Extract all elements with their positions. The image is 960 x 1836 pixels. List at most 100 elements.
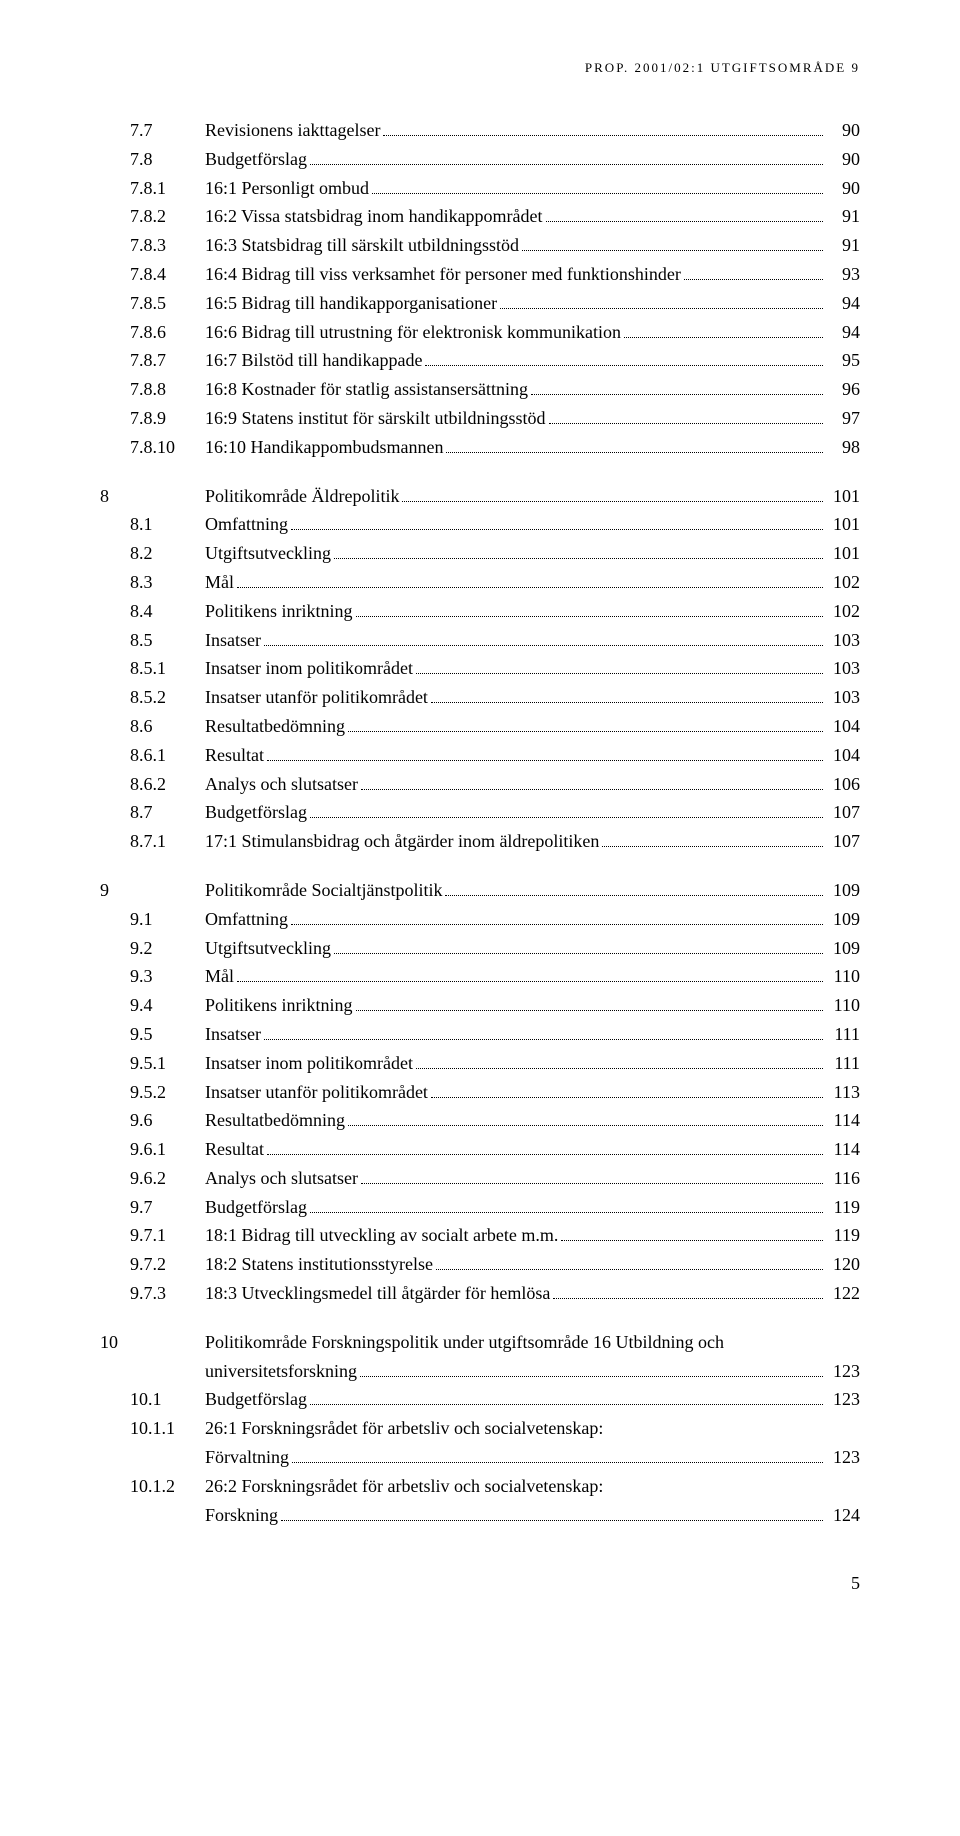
toc-page: 104 <box>826 741 860 770</box>
toc-title: Budgetförslag <box>205 1385 307 1414</box>
toc-page: 110 <box>826 991 860 1020</box>
toc-page: 103 <box>826 626 860 655</box>
toc-chapter-number: 8 <box>100 482 130 511</box>
toc-title: Omfattning <box>205 905 288 934</box>
toc-section-number: 8.6.1 <box>130 741 205 770</box>
toc-title: 16:4 Bidrag till viss verksamhet för per… <box>205 260 681 289</box>
toc-title: Insatser <box>205 626 261 655</box>
toc-title: Resultatbedömning <box>205 1106 345 1135</box>
toc-leader <box>356 994 823 1011</box>
toc-page: 102 <box>826 568 860 597</box>
toc-title: Politikområde Forskningspolitik under ut… <box>205 1328 724 1357</box>
toc-page: 101 <box>826 510 860 539</box>
toc-section-number: 9.2 <box>130 934 205 963</box>
toc-leader <box>602 830 823 847</box>
toc-section-number: 9.7.2 <box>130 1250 205 1279</box>
toc-page: 109 <box>826 876 860 905</box>
toc-title: Budgetförslag <box>205 145 307 174</box>
toc-page: 107 <box>826 827 860 856</box>
toc-leader <box>684 263 823 280</box>
toc-row: 7.8.316:3 Statsbidrag till särskilt utbi… <box>100 231 860 260</box>
toc-chapter-number: 9 <box>100 876 130 905</box>
toc-chapter-number: 10 <box>100 1328 130 1357</box>
toc-row: 9.7.218:2 Statens institutionsstyrelse12… <box>100 1250 860 1279</box>
page-number: 5 <box>100 1573 860 1594</box>
toc-title: Politikområde Socialtjänstpolitik <box>205 876 442 905</box>
toc-leader <box>334 936 823 953</box>
toc-row: 7.8.416:4 Bidrag till viss verksamhet fö… <box>100 260 860 289</box>
toc-section-number: 8.3 <box>130 568 205 597</box>
toc-leader <box>531 378 823 395</box>
toc-title: 16:6 Bidrag till utrustning för elektron… <box>205 318 621 347</box>
toc-leader <box>546 205 823 222</box>
toc-leader <box>348 715 823 732</box>
toc-section-number: 7.8.2 <box>130 202 205 231</box>
toc-title: 18:2 Statens institutionsstyrelse <box>205 1250 433 1279</box>
toc-leader <box>553 1282 823 1299</box>
toc-section-number: 7.8.7 <box>130 346 205 375</box>
toc-title: Analys och slutsatser <box>205 1164 358 1193</box>
toc-row: 8.7Budgetförslag107 <box>100 798 860 827</box>
toc-row: 8.6.1Resultat104 <box>100 741 860 770</box>
toc-page: 102 <box>826 597 860 626</box>
toc-section-number: 10.1.2 <box>130 1472 205 1501</box>
table-of-contents: 7.7Revisionens iakttagelser907.8Budgetfö… <box>100 116 860 1529</box>
toc-section-number: 8.5 <box>130 626 205 655</box>
toc-section-number: 10.1.1 <box>130 1414 205 1443</box>
toc-section-number: 9.6.1 <box>130 1135 205 1164</box>
toc-section-number: 9.3 <box>130 962 205 991</box>
toc-row: 9.2Utgiftsutveckling109 <box>100 934 860 963</box>
toc-page: 123 <box>826 1357 860 1386</box>
toc-section-number: 8.2 <box>130 539 205 568</box>
toc-title: 16:2 Vissa statsbidrag inom handikappomr… <box>205 202 543 231</box>
toc-title: Budgetförslag <box>205 798 307 827</box>
toc-leader <box>264 628 823 645</box>
toc-row: 8.1Omfattning101 <box>100 510 860 539</box>
toc-section-number: 9.6 <box>130 1106 205 1135</box>
toc-leader <box>237 571 823 588</box>
toc-section-number: 9.5 <box>130 1020 205 1049</box>
toc-page: 119 <box>826 1193 860 1222</box>
toc-section-number: 7.8.4 <box>130 260 205 289</box>
toc-row: 8.5.2Insatser utanför politikområdet103 <box>100 683 860 712</box>
toc-section-number: 7.8.8 <box>130 375 205 404</box>
toc-title: Insatser inom politikområdet <box>205 654 413 683</box>
toc-title: Analys och slutsatser <box>205 770 358 799</box>
toc-page: 94 <box>826 289 860 318</box>
toc-title: Insatser <box>205 1020 261 1049</box>
toc-section-number: 7.8.3 <box>130 231 205 260</box>
toc-page: 119 <box>826 1221 860 1250</box>
toc-row: 9.7.118:1 Bidrag till utveckling av soci… <box>100 1221 860 1250</box>
toc-page: 103 <box>826 654 860 683</box>
toc-page: 103 <box>826 683 860 712</box>
toc-title: 16:7 Bilstöd till handikappade <box>205 346 422 375</box>
toc-row: 7.8.616:6 Bidrag till utrustning för ele… <box>100 318 860 347</box>
toc-section-number: 9.7.1 <box>130 1221 205 1250</box>
toc-section-number: 8.6 <box>130 712 205 741</box>
toc-page: 106 <box>826 770 860 799</box>
toc-row: 8.7.117:1 Stimulansbidrag och åtgärder i… <box>100 827 860 856</box>
toc-leader <box>522 234 823 251</box>
toc-title: Förvaltning <box>205 1443 289 1472</box>
toc-row: 10.1Budgetförslag123 <box>100 1385 860 1414</box>
toc-title: 16:3 Statsbidrag till särskilt utbildnin… <box>205 231 519 260</box>
toc-leader <box>360 1359 823 1376</box>
toc-leader <box>291 513 823 530</box>
toc-section-number: 9.1 <box>130 905 205 934</box>
toc-row: 9.6Resultatbedömning114 <box>100 1106 860 1135</box>
toc-title: Insatser inom politikområdet <box>205 1049 413 1078</box>
toc-row: 10.1.226:2 Forskningsrådet för arbetsliv… <box>100 1472 860 1501</box>
toc-page: 124 <box>826 1501 860 1530</box>
toc-leader <box>292 1446 823 1463</box>
toc-title: 16:10 Handikappombudsmannen <box>205 433 443 462</box>
toc-page: 123 <box>826 1443 860 1472</box>
toc-title: 16:5 Bidrag till handikapporganisationer <box>205 289 497 318</box>
toc-leader <box>281 1503 823 1520</box>
toc-page: 122 <box>826 1279 860 1308</box>
toc-leader <box>446 436 823 453</box>
toc-row: 10.1.126:1 Forskningsrådet för arbetsliv… <box>100 1414 860 1443</box>
toc-title: Omfattning <box>205 510 288 539</box>
toc-row: 9.5.1Insatser inom politikområdet111 <box>100 1049 860 1078</box>
toc-leader <box>402 484 823 501</box>
toc-section-number: 8.5.1 <box>130 654 205 683</box>
